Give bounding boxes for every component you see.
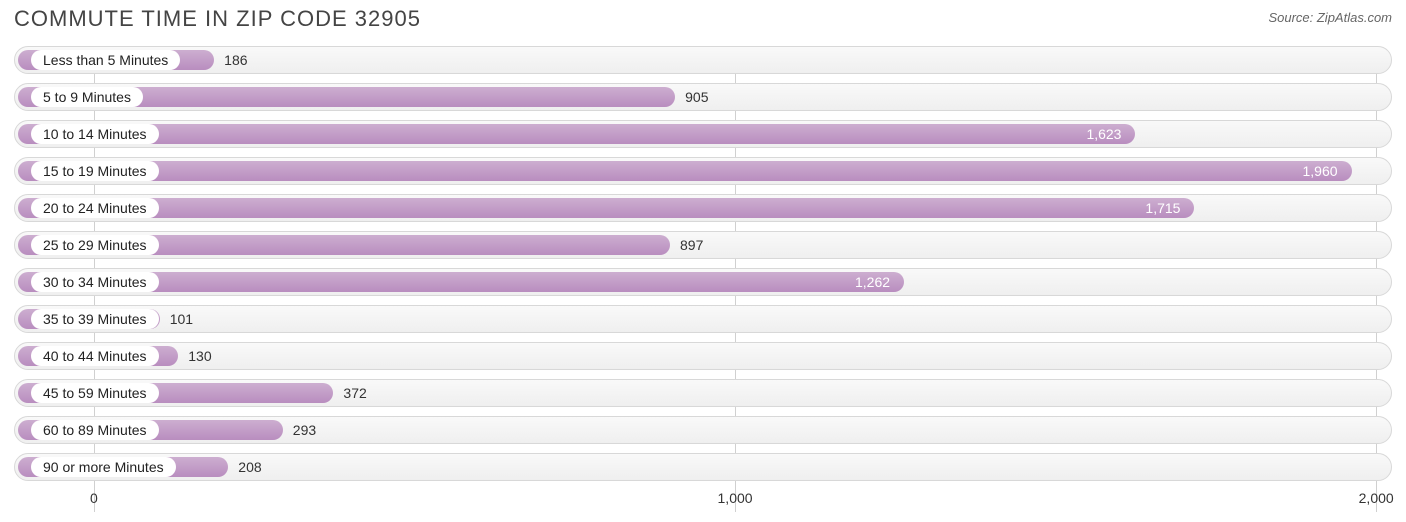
bar-category-label: 90 or more Minutes (31, 457, 176, 477)
bar-row: 90 or more Minutes 208 (14, 453, 1392, 481)
bar-row: 5 to 9 Minutes 905 (14, 83, 1392, 111)
bar-category-label: 25 to 29 Minutes (31, 235, 159, 255)
bar-row: 25 to 29 Minutes 897 (14, 231, 1392, 259)
bar-value-label: 1,715 (1145, 200, 1180, 216)
x-axis-tick-label: 2,000 (1359, 490, 1394, 506)
chart-title: COMMUTE TIME IN ZIP CODE 32905 (14, 6, 421, 32)
bar-category-label: 60 to 89 Minutes (31, 420, 159, 440)
bar-category-label: Less than 5 Minutes (31, 50, 180, 70)
bar-fill (18, 124, 1135, 144)
bar-category-label: 15 to 19 Minutes (31, 161, 159, 181)
bar-category-label: 10 to 14 Minutes (31, 124, 159, 144)
bar-value-label: 372 (343, 385, 366, 401)
bar-value-label: 293 (293, 422, 316, 438)
x-axis-tick-label: 1,000 (718, 490, 753, 506)
bar-value-label: 208 (238, 459, 261, 475)
bar-row: 15 to 19 Minutes 1,960 (14, 157, 1392, 185)
bar-value-label: 905 (685, 89, 708, 105)
bar-value-label: 1,262 (855, 274, 890, 290)
bar-fill (18, 161, 1352, 181)
chart-source: Source: ZipAtlas.com (1268, 6, 1392, 25)
bar-row: 30 to 34 Minutes 1,262 (14, 268, 1392, 296)
bar-row: 60 to 89 Minutes 293 (14, 416, 1392, 444)
x-axis-tick-label: 0 (90, 490, 98, 506)
bar-row: 10 to 14 Minutes 1,623 (14, 120, 1392, 148)
bar-row: 20 to 24 Minutes 1,715 (14, 194, 1392, 222)
bar-row: 35 to 39 Minutes 101 (14, 305, 1392, 333)
bar-row: Less than 5 Minutes 186 (14, 46, 1392, 74)
bar-category-label: 5 to 9 Minutes (31, 87, 143, 107)
bar-fill (18, 198, 1194, 218)
bar-value-label: 101 (170, 311, 193, 327)
bar-row: 40 to 44 Minutes 130 (14, 342, 1392, 370)
bar-value-label: 1,623 (1086, 126, 1121, 142)
bar-value-label: 130 (188, 348, 211, 364)
bar-category-label: 20 to 24 Minutes (31, 198, 159, 218)
bar-category-label: 35 to 39 Minutes (31, 309, 159, 329)
commute-time-bar-chart: 01,0002,000Less than 5 Minutes1865 to 9 … (14, 46, 1392, 490)
bar-category-label: 40 to 44 Minutes (31, 346, 159, 366)
bar-row: 45 to 59 Minutes 372 (14, 379, 1392, 407)
bar-category-label: 30 to 34 Minutes (31, 272, 159, 292)
bar-value-label: 1,960 (1303, 163, 1338, 179)
bar-value-label: 897 (680, 237, 703, 253)
bar-value-label: 186 (224, 52, 247, 68)
chart-header: COMMUTE TIME IN ZIP CODE 32905 Source: Z… (0, 0, 1406, 32)
bar-category-label: 45 to 59 Minutes (31, 383, 159, 403)
